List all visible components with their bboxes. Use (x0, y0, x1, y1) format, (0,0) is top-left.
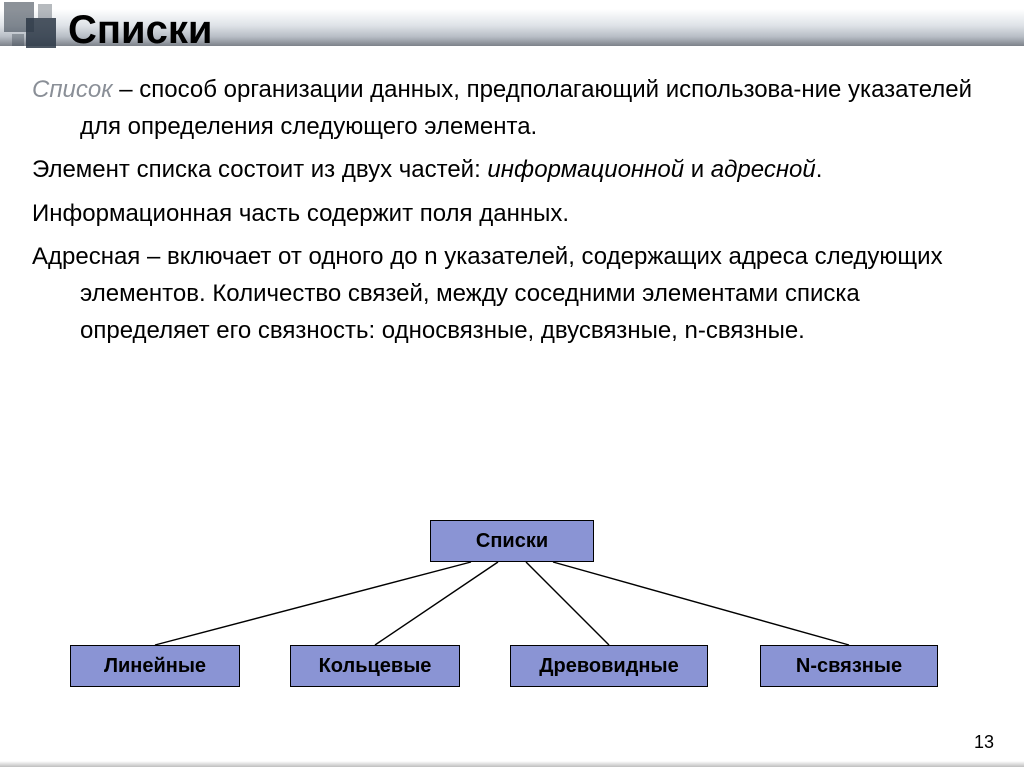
paragraph-info: Информационная часть содержит поля данны… (32, 195, 996, 232)
paragraph-address: Адресная – включает от одного до n указа… (32, 238, 996, 350)
p2-mid: и (684, 156, 711, 183)
p2-italic2: адресной (711, 156, 816, 183)
page-number: 13 (974, 732, 994, 753)
page-title: Списки (68, 8, 996, 53)
paragraph-parts: Элемент списка состоит из двух частей: и… (32, 151, 996, 188)
paragraph-definition: Список – способ организации данных, пред… (32, 71, 996, 145)
body-text: Список – способ организации данных, пред… (32, 71, 996, 349)
slide: Списки Список – способ организации данны… (0, 0, 1024, 767)
term-lead: Список (32, 76, 113, 103)
definition-text: – способ организации данных, предполагаю… (80, 76, 972, 140)
diagram-node-child-1: Кольцевые (290, 645, 460, 687)
p2-a: Элемент списка состоит из двух частей: (32, 156, 487, 183)
diagram-node-child-0: Линейные (70, 645, 240, 687)
bottom-shadow (0, 761, 1024, 767)
p2-italic1: информационной (487, 156, 684, 183)
p2-end: . (816, 156, 823, 183)
diagram-node-child-3: N-связные (760, 645, 938, 687)
diagram-node-child-2: Древовидные (510, 645, 708, 687)
diagram-node-root: Списки (430, 520, 594, 562)
tree-diagram: Списки Линейные Кольцевые Древовидные N-связ… (0, 490, 1024, 720)
